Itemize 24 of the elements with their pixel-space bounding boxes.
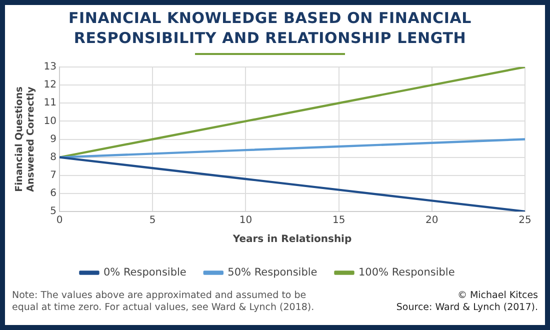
y-tick-label: 13 bbox=[44, 62, 57, 73]
y-tick-label: 10 bbox=[44, 116, 57, 127]
y-tick-label: 9 bbox=[50, 134, 57, 145]
x-tick-label: 0 bbox=[56, 215, 63, 226]
text: Note: The values above are approximated and assumed to be equal at time zero. For actual values, see Ward & Lynch (2018). bbox=[12, 290, 316, 314]
x-axis-title: Years in Relationship bbox=[232, 234, 352, 246]
legend-label: 0% Responsible bbox=[103, 266, 186, 278]
y-axis-title: Financial Questions Answered Correctly bbox=[14, 86, 37, 192]
y-tick-label: 12 bbox=[44, 80, 57, 91]
x-tick-label: 25 bbox=[518, 215, 532, 226]
chart-title: FINANCIAL KNOWLEDGE BASED ON FINANCIAL RESPONSIBILITY AND RELATIONSHIP LENGTH bbox=[67, 8, 473, 48]
y-tick-label: 7 bbox=[50, 170, 57, 181]
x-tick-label: 5 bbox=[149, 215, 156, 226]
y-tick-label: 11 bbox=[44, 98, 57, 109]
text: © Michael Kitces bbox=[456, 290, 538, 302]
x-tick-label: 10 bbox=[239, 215, 252, 226]
y-tick-label: 8 bbox=[50, 152, 57, 163]
y-tick-label: 5 bbox=[50, 206, 57, 218]
legend-label: 100% Responsible bbox=[358, 266, 455, 278]
y-tick-label: 6 bbox=[50, 188, 57, 200]
source-note: Source: Ward & Lynch (2017). bbox=[396, 302, 538, 314]
x-tick-label: 15 bbox=[332, 215, 346, 226]
legend-label: 50% Responsible bbox=[228, 266, 318, 278]
x-tick-label: 20 bbox=[426, 215, 438, 226]
